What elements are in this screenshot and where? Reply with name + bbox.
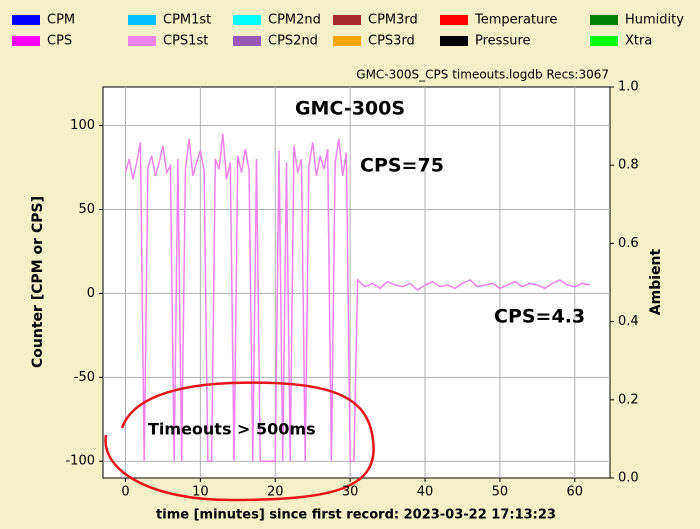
- legend-swatch: [440, 36, 468, 46]
- legend-label: Xtra: [625, 34, 652, 49]
- x-axis-label: time [minutes] since first record: 2023-…: [156, 508, 556, 523]
- legend-label: CPM1st: [163, 13, 211, 28]
- annotation: Timeouts > 500ms: [148, 420, 316, 439]
- chart-title: GMC-300S: [295, 98, 405, 120]
- y2-axis-label: Ambient: [648, 248, 664, 315]
- y2-tick-label: 0.2: [618, 392, 639, 407]
- legend-label: Humidity: [625, 13, 684, 28]
- legend-swatch: [590, 36, 618, 46]
- legend-label: Pressure: [475, 34, 531, 49]
- y2-tick-label: 1.0: [618, 80, 639, 95]
- y-tick-label: -100: [65, 454, 95, 469]
- data-line: [124, 133, 590, 462]
- y2-tick-label: 0.6: [618, 236, 639, 251]
- annotation: CPS=4.3: [494, 306, 585, 328]
- legend-label: CPS1st: [163, 34, 208, 49]
- legend-swatch: [128, 15, 156, 25]
- legend-swatch: [12, 36, 40, 46]
- legend-label: CPS2nd: [268, 34, 318, 49]
- x-tick-label: 30: [342, 485, 359, 500]
- y2-tick-label: 0.4: [618, 314, 639, 329]
- y-tick-label: 50: [78, 202, 95, 217]
- y-tick-label: 100: [70, 118, 95, 133]
- y2-tick-label: 0.8: [618, 158, 639, 173]
- legend-label: CPM3rd: [368, 13, 418, 28]
- x-tick-label: 40: [417, 485, 434, 500]
- y-tick-label: -50: [74, 370, 95, 385]
- legend-label: CPM2nd: [268, 13, 321, 28]
- x-tick-label: 0: [121, 485, 129, 500]
- legend-swatch: [128, 36, 156, 46]
- x-tick-label: 60: [567, 485, 584, 500]
- legend-swatch: [233, 15, 261, 25]
- legend-swatch: [333, 36, 361, 46]
- legend-label: CPM: [47, 13, 75, 28]
- legend-label: CPS: [47, 34, 72, 49]
- y-axis-label: Counter [CPM or CPS]: [30, 196, 46, 368]
- legend-swatch: [333, 15, 361, 25]
- subtitle: GMC-300S_CPS timeouts.logdb Recs:3067: [356, 68, 609, 82]
- legend-label: Temperature: [474, 13, 557, 28]
- y2-tick-label: 0.0: [618, 471, 639, 486]
- annotation: CPS=75: [360, 155, 444, 177]
- highlight-ellipse: [104, 381, 375, 502]
- legend-swatch: [440, 15, 468, 25]
- y-tick-label: 0: [87, 286, 95, 301]
- x-tick-label: 10: [192, 485, 209, 500]
- legend-swatch: [233, 36, 261, 46]
- x-tick-label: 50: [492, 485, 509, 500]
- x-tick-label: 20: [267, 485, 284, 500]
- legend-swatch: [12, 15, 40, 25]
- legend-label: CPS3rd: [368, 34, 415, 49]
- legend-swatch: [590, 15, 618, 25]
